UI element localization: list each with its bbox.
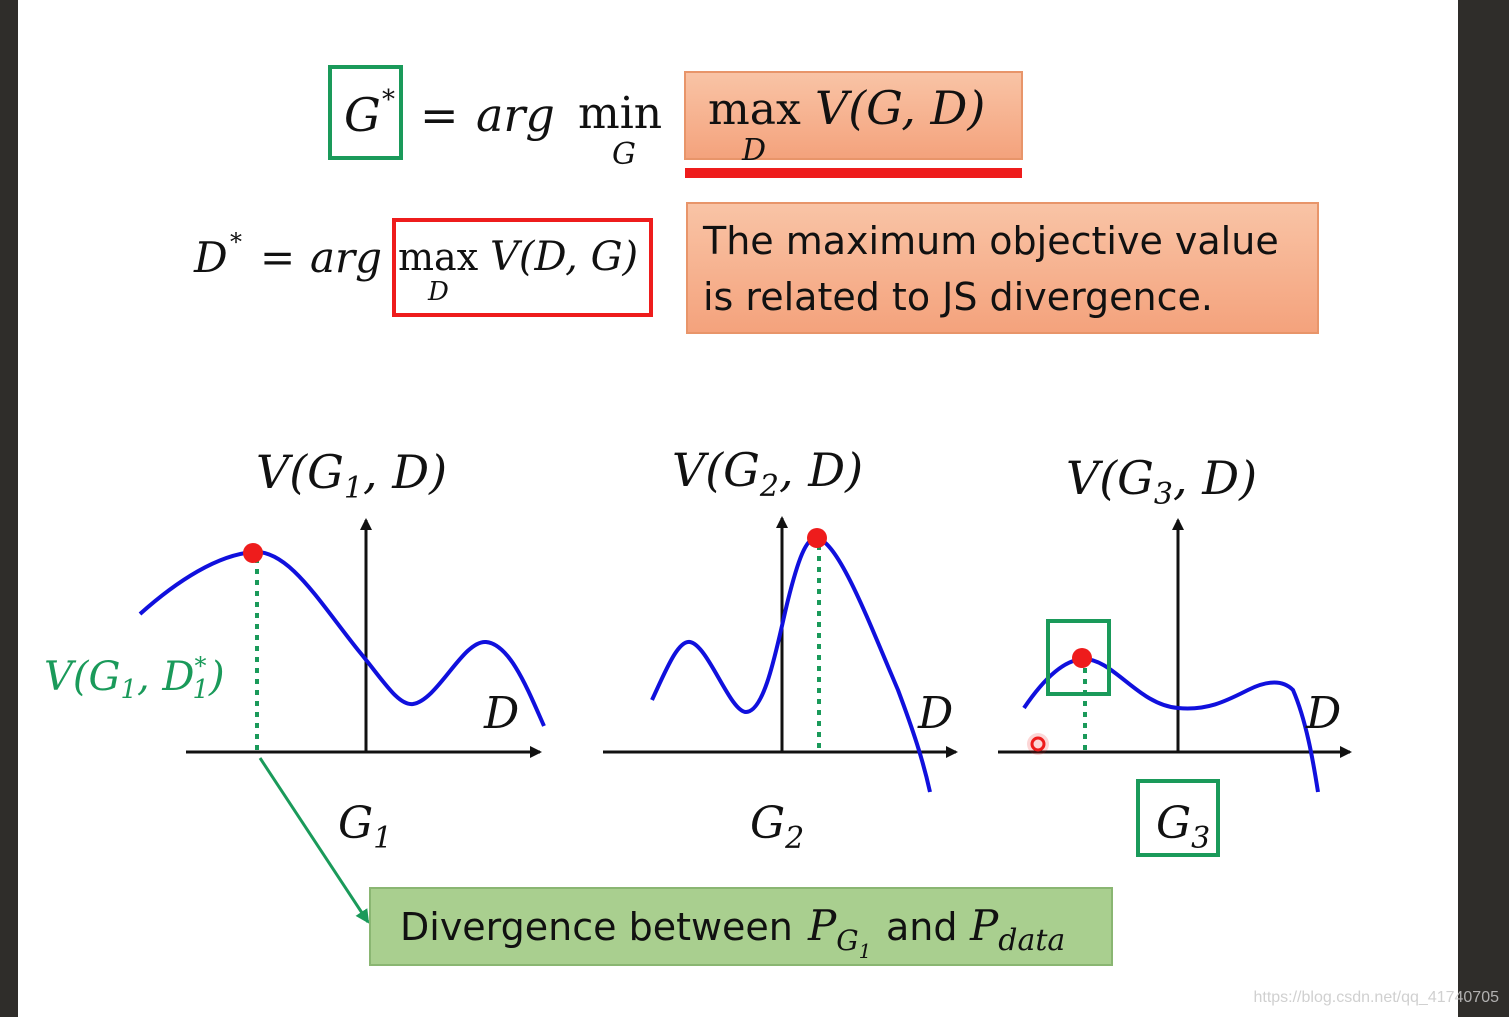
divergence-p2: Pdata xyxy=(969,901,1065,958)
graph-3-g-label: G3 xyxy=(1156,798,1210,856)
g-star-min: min xyxy=(578,88,662,139)
graph-3-max-point xyxy=(1072,648,1092,668)
g-star-lhs-sup: * xyxy=(382,85,395,115)
g-star-equation: G * = arg min G max D V(G, D) xyxy=(328,65,1023,178)
js-callout: The maximum objective value is related t… xyxy=(686,202,1319,334)
diagram: G * = arg min G max D V(G, D) D * = arg … xyxy=(44,65,1352,966)
g-star-equals: = xyxy=(420,88,459,142)
d-star-lhs-sup: * xyxy=(230,228,242,256)
js-callout-line1: The maximum objective value xyxy=(702,219,1279,263)
graph-2-max-point xyxy=(807,528,827,548)
g-star-orange-box xyxy=(684,71,1023,160)
graph-1-title: V(G1, D) xyxy=(256,445,447,506)
graph-3-g-box xyxy=(1136,779,1220,857)
js-callout-box xyxy=(686,202,1319,334)
graph-2-curve xyxy=(650,535,932,793)
graph-3-green-box xyxy=(1046,619,1111,696)
g-star-lhs: G xyxy=(344,88,381,142)
js-callout-line2: is related to JS divergence. xyxy=(703,275,1213,319)
d-star-equals: = xyxy=(260,233,295,282)
graph-1-d-label: D xyxy=(483,688,519,739)
slide: G * = arg min G max D V(G, D) D * = arg … xyxy=(18,0,1458,1017)
divergence-callout-box xyxy=(369,887,1113,966)
g-star-max: max xyxy=(708,84,801,135)
graph-3-d-label: D xyxy=(1305,688,1341,739)
d-star-max-sub: D xyxy=(427,277,449,307)
d-star-func: V(D, G) xyxy=(490,234,638,280)
g-star-func: V(G, D) xyxy=(815,81,985,135)
watermark: https://blog.csdn.net/qq_41740705 xyxy=(1253,989,1499,1006)
d-star-max: max xyxy=(398,235,478,279)
graph-3-title: V(G3, D) xyxy=(1066,451,1257,512)
d-star-lhs: D xyxy=(193,233,228,282)
divergence-arrow xyxy=(258,757,370,924)
optimal-value-annotation: V(G1, D* 1) xyxy=(44,652,225,705)
graph-1: V(G1, D) D G1 xyxy=(138,445,546,856)
graph-3: V(G3, D) D G3 xyxy=(998,451,1352,857)
cursor-marker xyxy=(1030,736,1046,752)
graph-2: V(G2, D) D G2 xyxy=(603,443,958,856)
g-star-max-sub: D xyxy=(741,133,766,168)
divergence-and: and xyxy=(886,905,958,949)
d-star-equation: D * = arg max D V(D, G) xyxy=(193,218,653,317)
divergence-callout-text: Divergence between xyxy=(400,905,793,949)
graph-3-curve xyxy=(1022,656,1320,793)
g-star-min-sub: G xyxy=(612,137,636,172)
divergence-p1: PG1 xyxy=(807,901,871,963)
g-star-red-underline xyxy=(685,168,1022,178)
d-star-red-box xyxy=(392,218,653,317)
graph-2-g-label: G2 xyxy=(750,798,804,856)
graph-1-max-point xyxy=(243,543,263,563)
divergence-callout: Divergence between PG1 and Pdata xyxy=(369,887,1113,966)
graph-1-curve xyxy=(138,549,546,727)
g-star-green-box xyxy=(328,65,403,160)
graph-2-d-label: D xyxy=(917,688,953,739)
d-star-arg: arg xyxy=(310,233,382,282)
graph-1-g-label: G1 xyxy=(338,798,392,856)
graph-2-title: V(G2, D) xyxy=(672,443,863,504)
g-star-arg: arg xyxy=(476,88,555,142)
cursor-marker-glow xyxy=(1027,733,1049,755)
